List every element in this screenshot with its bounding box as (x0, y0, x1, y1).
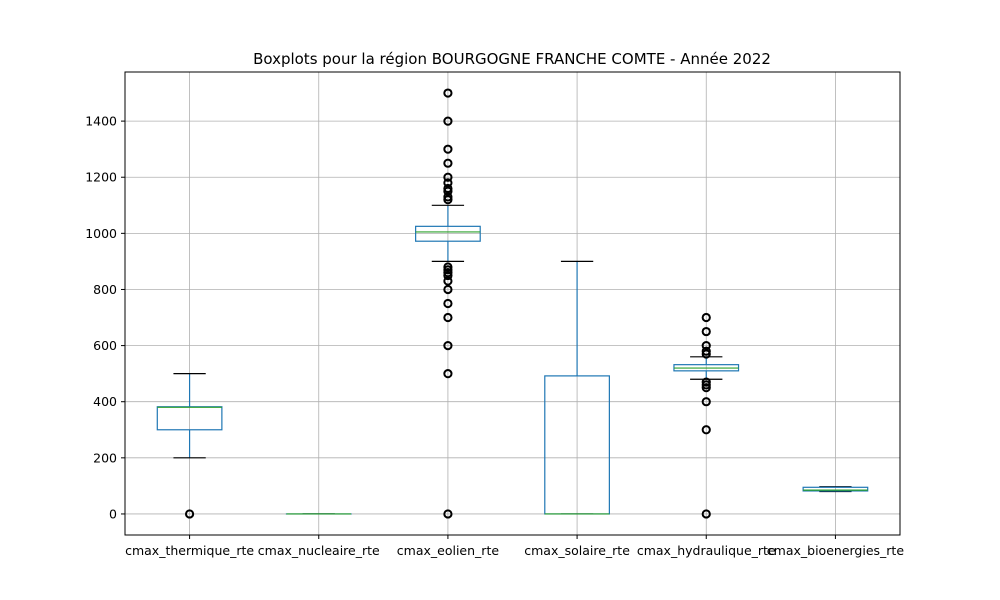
y-tick-label: 400 (93, 394, 117, 409)
axis-layer: 0 200 400 600 800 1000 1200 1400 cmax_thermique_… (85, 114, 904, 558)
outlier-point (443, 340, 453, 351)
plot-layer (156, 88, 869, 519)
outlier-point (443, 192, 453, 202)
outlier-point (443, 284, 453, 295)
outlier-point (701, 340, 711, 351)
box-iqr (802, 486, 869, 492)
outlier-point (701, 377, 711, 387)
y-tick-label: 0 (109, 506, 117, 521)
outlier-point (443, 509, 453, 519)
outlier-point (701, 397, 711, 407)
box-group-cmax_eolien_rte (415, 88, 481, 519)
plot-frame (124, 71, 901, 536)
outlier-point (443, 369, 453, 379)
box-group-cmax_bioenergies_rte (802, 486, 869, 493)
outlier-point (701, 346, 711, 356)
outlier-point (443, 298, 453, 309)
outlier-point (701, 326, 711, 337)
outlier-point (701, 425, 711, 435)
outlier-point (701, 509, 711, 519)
outlier-point (443, 183, 453, 194)
outlier-point (443, 144, 453, 154)
outlier-point (443, 262, 453, 272)
box-group-cmax_solaire_rte (544, 260, 610, 515)
y-tick-label: 1200 (85, 170, 117, 185)
x-tick-label: cmax_nucleaire_rte (258, 543, 380, 558)
x-tick-label: cmax_thermique_rte (125, 543, 254, 558)
box-group-cmax_thermique_rte (156, 373, 223, 519)
chart-title: Boxplots pour la région BOURGOGNE FRANCH… (253, 50, 771, 68)
y-tick-label: 800 (93, 282, 117, 297)
outlier-point (443, 88, 453, 98)
outlier-point (443, 172, 453, 182)
x-tick-label: cmax_solaire_rte (524, 543, 630, 558)
box-group-cmax_hydraulique_rte (673, 312, 740, 519)
outlier-point (443, 276, 453, 286)
outlier-point (443, 178, 453, 188)
x-tick-label: cmax_bioenergies_rte (767, 543, 905, 558)
box-iqr (415, 225, 481, 242)
x-tick-label: cmax_eolien_rte (397, 543, 500, 558)
y-tick-label: 1000 (85, 226, 117, 241)
outlier-point (184, 509, 195, 519)
outlier-point (443, 158, 453, 168)
y-tick-label: 1400 (85, 114, 117, 129)
y-tick-label: 600 (93, 338, 117, 353)
outlier-point (701, 312, 711, 323)
x-tick-label: cmax_hydraulique_rte (637, 543, 776, 558)
grid-layer (125, 72, 900, 535)
outlier-point (443, 312, 453, 323)
outlier-point (443, 116, 453, 126)
y-tick-label: 200 (93, 450, 117, 465)
